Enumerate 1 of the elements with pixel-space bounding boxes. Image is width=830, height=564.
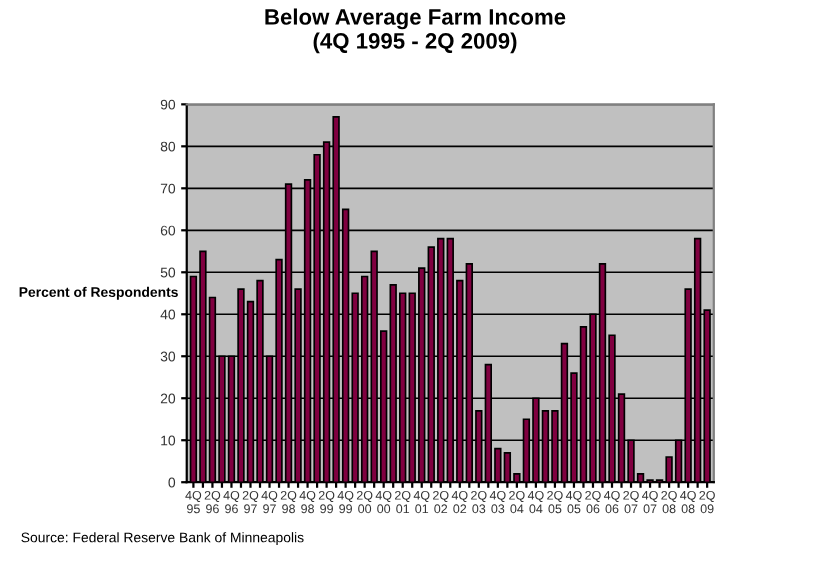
chart-title: Below Average Farm Income (4Q 1995 - 2Q 2009) [265,8,566,54]
